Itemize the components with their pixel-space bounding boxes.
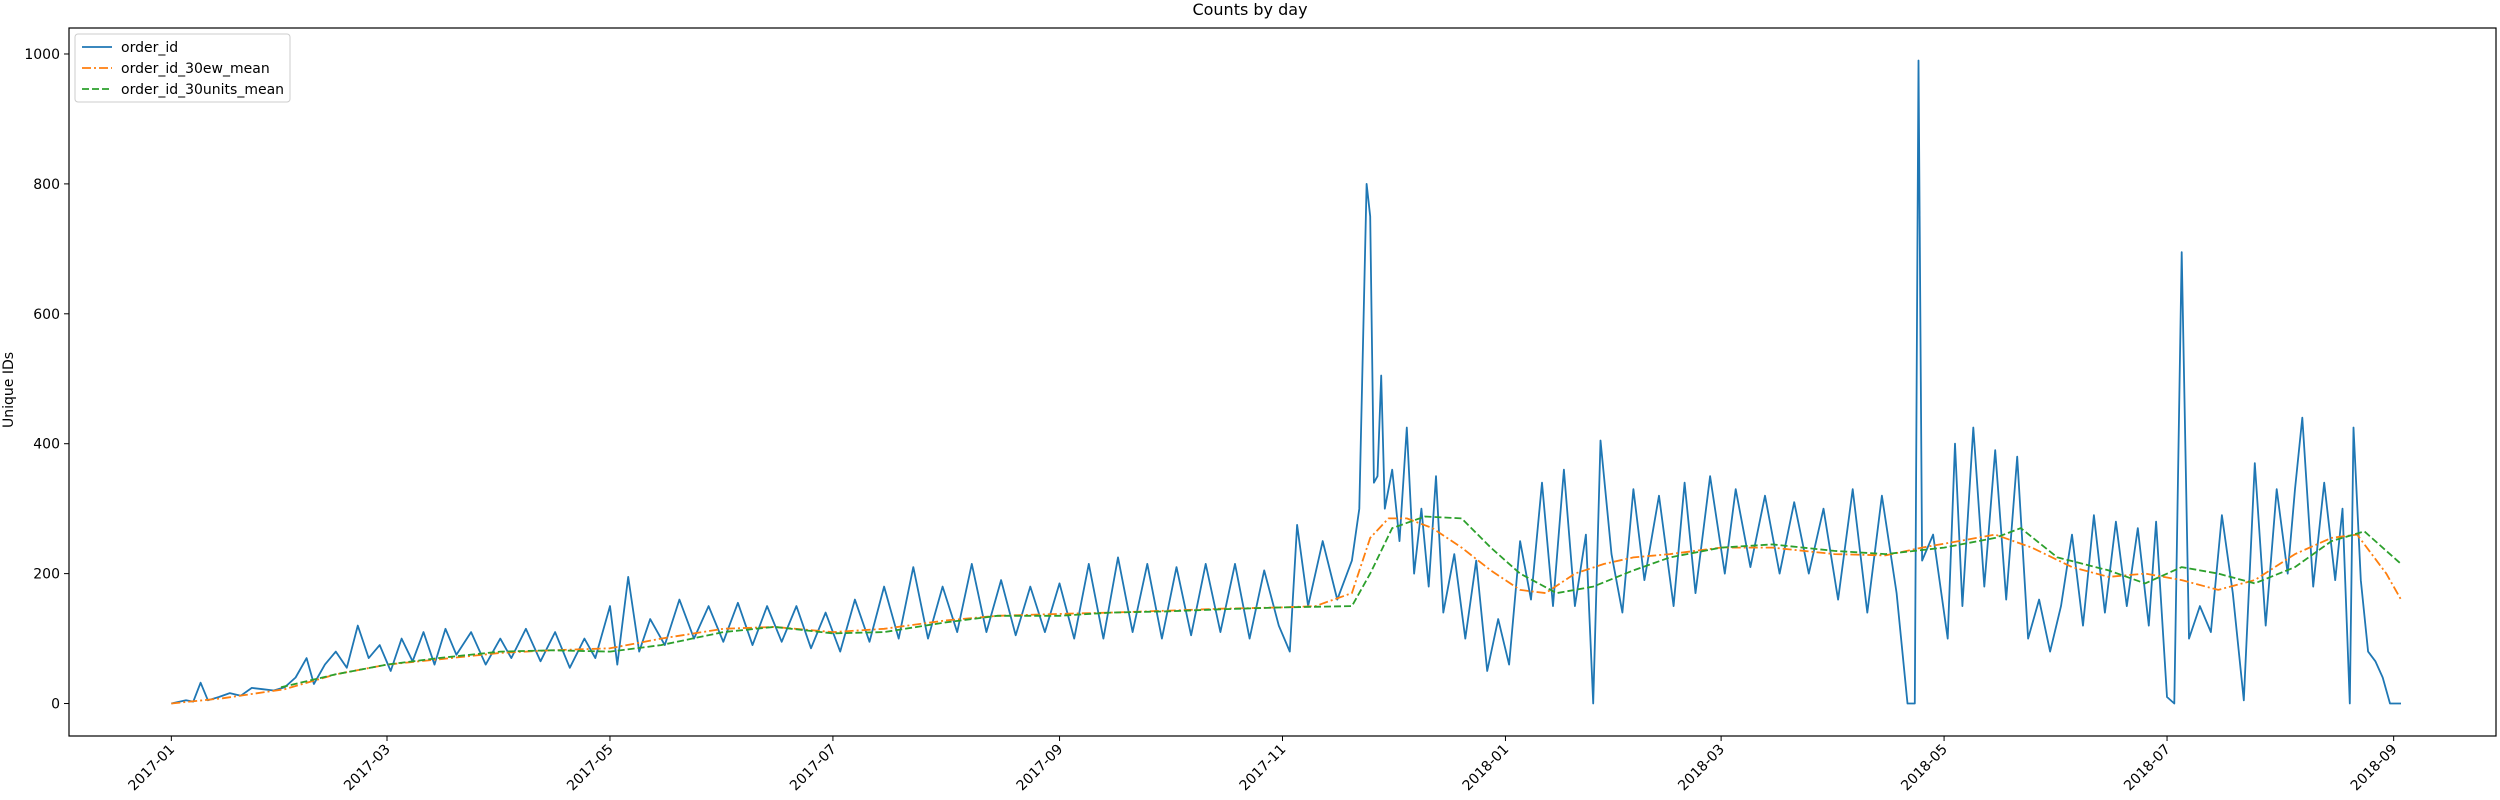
legend: order_id order_id_30ew_mean order_id_30uni… [74,33,291,103]
series-line-order-id-30units-mean [280,515,2402,689]
y-tick-label: 1000 [24,47,60,63]
chart-title: Counts by day [1192,0,1307,19]
legend-label: order_id [121,40,178,56]
legend-label: order_id_30ew_mean [121,61,270,77]
x-tick-label: 2017-11 [1237,742,1290,795]
series-line-order-id-30ew-mean [171,517,2402,705]
x-tick-label: 2017-09 [1014,742,1067,795]
y-tick-label: 400 [33,437,60,453]
y-tick-label: 800 [33,177,60,193]
x-tick-label: 2017-03 [341,742,394,795]
x-tick-label: 2018-03 [1675,742,1728,795]
legend-label: order_id_30units_mean [121,82,284,98]
y-tick-label: 600 [33,307,60,323]
legend-box [74,33,291,103]
x-tick-label: 2017-05 [564,742,617,795]
y-axis: 0 200 400 600 800 1000 [24,47,69,713]
y-tick-label: 0 [51,697,60,713]
y-axis-label: Unique IDs [1,352,17,428]
x-axis: 2017-01 2017-03 2017-05 2017-07 2017-09 2017-… [125,736,2400,794]
y-tick-label: 200 [33,567,60,583]
x-tick-label: 2018-09 [2348,742,2401,795]
x-tick-label: 2017-01 [125,742,178,795]
x-tick-label: 2018-01 [1460,742,1513,795]
x-tick-label: 2017-07 [787,742,840,795]
x-tick-label: 2018-05 [1898,742,1951,795]
series-line-order-id [171,59,2401,705]
x-tick-label: 2018-07 [2121,742,2174,795]
series-layer [171,59,2402,705]
plot-frame [68,27,2497,737]
